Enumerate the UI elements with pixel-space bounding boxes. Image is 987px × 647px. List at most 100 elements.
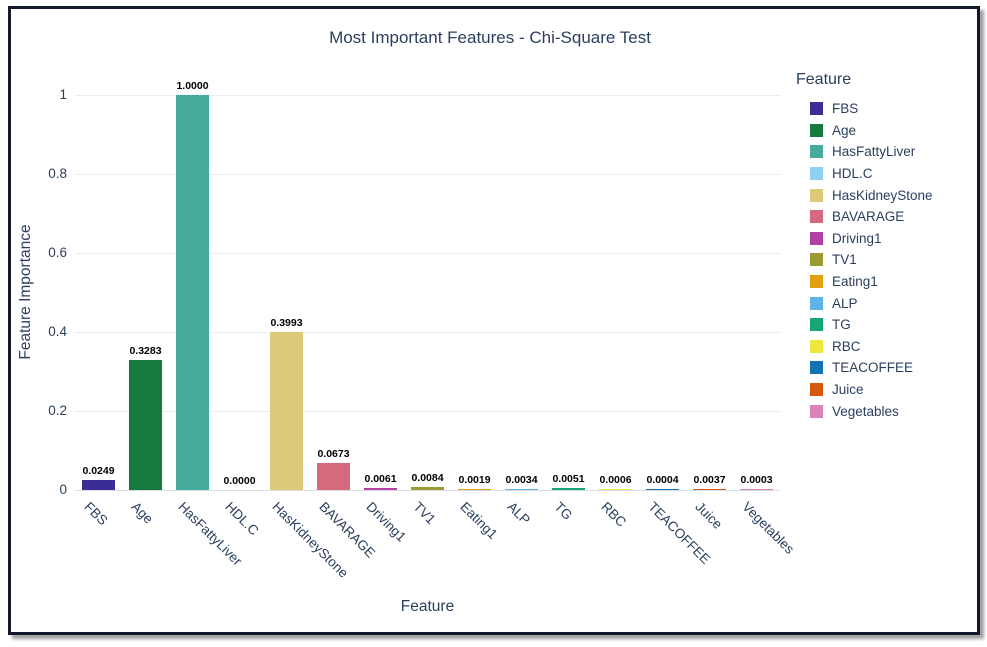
legend-item-label: Eating1: [832, 274, 878, 290]
legend-items: FBS Age HasFattyLiver HDL.C HasKidneyStone BA…: [796, 98, 933, 422]
legend-item-label: TV1: [832, 252, 857, 268]
y-tick-label: 0.4: [48, 324, 67, 339]
bar-slot: 0.0003: [733, 95, 780, 490]
bar-value-label: 0.0249: [82, 465, 115, 478]
legend-swatch: [810, 318, 823, 332]
bar-TG[interactable]: [552, 488, 585, 490]
bar-RBC[interactable]: [599, 489, 632, 490]
legend: Feature FBS Age HasFattyLiver HDL.C HasKidne…: [796, 71, 933, 422]
plot-area: 0.0249 0.3283 1.0000 0.0000 0.3993 0.0673 0.00…: [75, 80, 780, 490]
legend-item-ALP[interactable]: ALP: [796, 292, 933, 314]
bar-slot: 0.0084: [404, 95, 451, 490]
y-tick-label: 0.8: [48, 166, 67, 181]
bar-ALP[interactable]: [505, 488, 538, 490]
legend-item-label: TG: [832, 317, 851, 333]
bar-value-label: 0.0006: [599, 474, 632, 486]
legend-item-Eating1[interactable]: Eating1: [796, 271, 933, 293]
bar-value-label: 0.0673: [317, 448, 350, 461]
gridline: [75, 173, 780, 175]
bar-slot: 0.3283: [122, 95, 169, 490]
x-tick-label: Juice: [691, 499, 725, 532]
y-tick-label: 0: [59, 482, 67, 497]
gridline: [75, 410, 780, 412]
x-tick-label: HDL.C: [221, 499, 262, 539]
legend-item-label: HasKidneyStone: [832, 187, 933, 203]
x-tick-label: Eating1: [456, 499, 500, 542]
legend-item-HasFattyLiver[interactable]: HasFattyLiver: [796, 141, 933, 163]
gridline: [75, 252, 780, 254]
bar-Juice[interactable]: [693, 488, 726, 490]
y-tick-label: 1: [59, 87, 67, 102]
legend-swatch: [810, 296, 823, 310]
bar-value-label: 0.3993: [270, 317, 303, 330]
legend-item-label: Driving1: [832, 230, 882, 246]
bar-TEACOFFEE[interactable]: [646, 489, 679, 490]
legend-swatch: [810, 123, 823, 137]
legend-swatch: [810, 188, 823, 202]
bar-Driving1[interactable]: [364, 487, 397, 490]
gridline: [75, 94, 780, 96]
legend-swatch: [810, 275, 823, 289]
bar-Age[interactable]: [129, 360, 162, 490]
legend-swatch: [810, 231, 823, 245]
legend-item-label: RBC: [832, 338, 861, 354]
bar-value-label: 0.0034: [505, 473, 538, 486]
bar-HasKidneyStone[interactable]: [270, 332, 303, 490]
x-axis-title: Feature: [400, 598, 455, 615]
bar-slot: 0.0061: [357, 95, 404, 490]
bar-slot: 1.0000: [169, 80, 216, 490]
legend-item-TV1[interactable]: TV1: [796, 249, 933, 271]
bar-slot: 0.0006: [592, 95, 639, 490]
legend-swatch: [810, 167, 823, 181]
bar-value-label: 0.0061: [364, 472, 397, 485]
gridline: [75, 331, 780, 333]
bar-value-label: 0.0003: [740, 474, 773, 486]
bar-value-label: 0.3283: [129, 345, 162, 358]
legend-swatch: [810, 383, 823, 397]
legend-swatch: [810, 102, 823, 116]
legend-item-TEACOFFEE[interactable]: TEACOFFEE: [796, 357, 933, 379]
x-tick-label: FBS: [80, 499, 111, 529]
x-tick-label: TG: [550, 499, 575, 523]
bar-BAVARAGE[interactable]: [317, 463, 350, 490]
legend-item-label: ALP: [832, 295, 858, 311]
y-tick-label: 0.2: [48, 403, 67, 418]
chart-title: Most Important Features - Chi-Square Tes…: [329, 28, 651, 47]
legend-item-Juice[interactable]: Juice: [796, 379, 933, 401]
bar-value-label: 0.0037: [693, 473, 726, 486]
legend-item-FBS[interactable]: FBS: [796, 98, 933, 120]
bar-slot: 0.0000: [216, 95, 263, 490]
legend-swatch: [810, 253, 823, 267]
bar-slot: 0.0249: [75, 95, 122, 490]
legend-item-TG[interactable]: TG: [796, 314, 933, 336]
legend-item-Vegetables[interactable]: Vegetables: [796, 400, 933, 422]
bar-value-label: 0.0084: [411, 471, 444, 484]
legend-item-label: BAVARAGE: [832, 209, 905, 225]
legend-item-label: FBS: [832, 101, 859, 117]
bar-Eating1[interactable]: [458, 489, 491, 490]
bar-slot: 0.0673: [310, 95, 357, 490]
x-tick-label: ALP: [503, 499, 533, 528]
legend-item-label: Age: [832, 122, 857, 138]
legend-item-Age[interactable]: Age: [796, 120, 933, 142]
x-tick-label: Vegetables: [738, 499, 797, 557]
legend-item-RBC[interactable]: RBC: [796, 336, 933, 358]
bar-value-label: 0.0000: [223, 475, 256, 487]
bar-HasFattyLiver[interactable]: [176, 95, 209, 490]
legend-swatch: [810, 404, 823, 418]
legend-item-label: HDL.C: [832, 166, 873, 182]
y-tick-label: 0.6: [48, 245, 67, 260]
bar-FBS[interactable]: [82, 480, 115, 490]
legend-item-HasKidneyStone[interactable]: HasKidneyStone: [796, 184, 933, 206]
bar-value-label: 0.0051: [552, 473, 585, 485]
legend-item-HDL.C[interactable]: HDL.C: [796, 163, 933, 185]
legend-item-Driving1[interactable]: Driving1: [796, 228, 933, 250]
legend-item-BAVARAGE[interactable]: BAVARAGE: [796, 206, 933, 228]
bar-value-label: 0.0019: [458, 474, 491, 486]
bar-TV1[interactable]: [411, 486, 444, 490]
bar-value-label: 0.0004: [646, 474, 679, 486]
bar-slot: 0.3993: [263, 95, 310, 490]
bar-Vegetables[interactable]: [740, 489, 773, 490]
legend-item-label: TEACOFFEE: [832, 360, 914, 376]
legend-swatch: [810, 361, 823, 375]
